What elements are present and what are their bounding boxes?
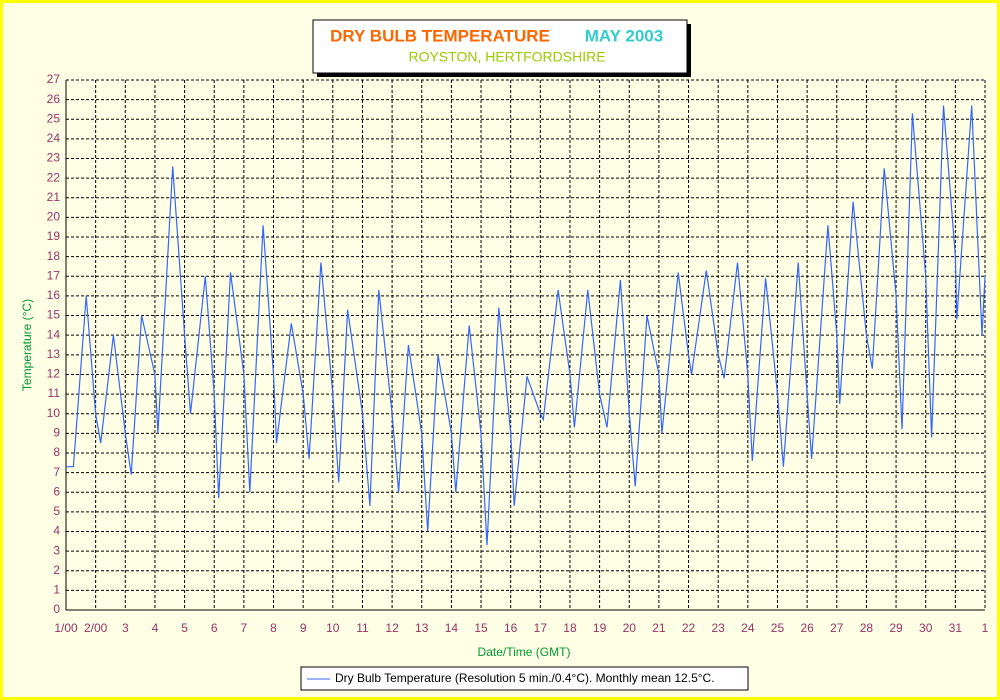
chart-title: DRY BULB TEMPERATURE xyxy=(330,26,550,45)
y-tick-label: 23 xyxy=(47,151,61,165)
line-series xyxy=(66,105,986,546)
y-tick-label: 5 xyxy=(53,504,60,518)
chart-subtitle: ROYSTON, HERTFORDSHIRE xyxy=(408,49,605,65)
y-tick-label: 25 xyxy=(47,111,61,125)
x-tick-label: 5 xyxy=(181,621,188,635)
y-tick-label: 2 xyxy=(53,563,60,577)
y-tick-label: 21 xyxy=(47,190,61,204)
y-tick-label: 7 xyxy=(53,465,60,479)
y-axis-label: Temperature (°C) xyxy=(20,299,34,391)
x-tick-label: 16 xyxy=(504,621,518,635)
x-tick-label: 12 xyxy=(385,621,399,635)
y-tick-label: 12 xyxy=(47,367,61,381)
y-tick-label: 15 xyxy=(47,308,61,322)
x-tick-label: 21 xyxy=(652,621,666,635)
y-tick-label: 16 xyxy=(47,288,61,302)
x-tick-label: 1 xyxy=(982,621,989,635)
y-tick-label: 20 xyxy=(47,210,61,224)
y-tick-label: 6 xyxy=(53,484,60,498)
x-tick-label: 18 xyxy=(563,621,577,635)
x-tick-label: 22 xyxy=(682,621,696,635)
x-tick-label: 26 xyxy=(800,621,814,635)
y-tick-label: 19 xyxy=(47,229,61,243)
x-tick-label: 6 xyxy=(211,621,218,635)
y-tick-label: 11 xyxy=(48,386,61,400)
x-tick-label: 14 xyxy=(445,621,459,635)
x-tick-label: 20 xyxy=(623,621,637,635)
x-tick-label: 25 xyxy=(771,621,785,635)
y-tick-label: 1 xyxy=(53,583,60,597)
x-tick-label: 7 xyxy=(241,621,248,635)
x-tick-label: 23 xyxy=(712,621,726,635)
y-tick-label: 10 xyxy=(47,406,61,420)
x-tick-label: 28 xyxy=(860,621,874,635)
x-axis-label: Date/Time (GMT) xyxy=(478,645,571,659)
y-tick-label: 13 xyxy=(47,347,61,361)
y-tick-label: 27 xyxy=(47,72,61,86)
x-tick-label: 31 xyxy=(949,621,963,635)
y-tick-label: 17 xyxy=(47,268,61,282)
x-tick-label: 24 xyxy=(741,621,755,635)
x-tick-label: 10 xyxy=(326,621,340,635)
chart-period: MAY 2003 xyxy=(585,26,663,45)
x-tick-label: 11 xyxy=(356,621,369,635)
y-tick-label: 8 xyxy=(53,445,60,459)
y-tick-label: 18 xyxy=(47,249,61,263)
x-tick-label: 30 xyxy=(919,621,933,635)
y-tick-label: 26 xyxy=(47,92,61,106)
y-tick-label: 22 xyxy=(47,170,61,184)
y-tick-label: 0 xyxy=(53,602,60,616)
x-tick-label: 8 xyxy=(270,621,277,635)
y-tick-label: 24 xyxy=(47,131,61,145)
title-box xyxy=(312,19,688,74)
x-tick-label: 27 xyxy=(830,621,844,635)
x-tick-label: 15 xyxy=(474,621,488,635)
y-tick-label: 14 xyxy=(47,327,61,341)
x-tick-label: 29 xyxy=(889,621,903,635)
y-tick-label: 3 xyxy=(53,543,60,557)
x-tick-label: 9 xyxy=(300,621,307,635)
x-tick-label: 17 xyxy=(534,621,548,635)
legend-label: Dry Bulb Temperature (Resolution 5 min./… xyxy=(335,671,715,685)
y-tick-label: 4 xyxy=(53,524,60,538)
x-tick-label: 2/00 xyxy=(84,621,108,635)
x-tick-label: 4 xyxy=(152,621,159,635)
legend-box xyxy=(300,666,749,691)
y-tick-label: 9 xyxy=(53,426,60,440)
x-tick-label: 13 xyxy=(415,621,429,635)
x-tick-label: 3 xyxy=(122,621,129,635)
x-tick-label: 19 xyxy=(593,621,607,635)
x-tick-label: 1/00 xyxy=(54,621,78,635)
